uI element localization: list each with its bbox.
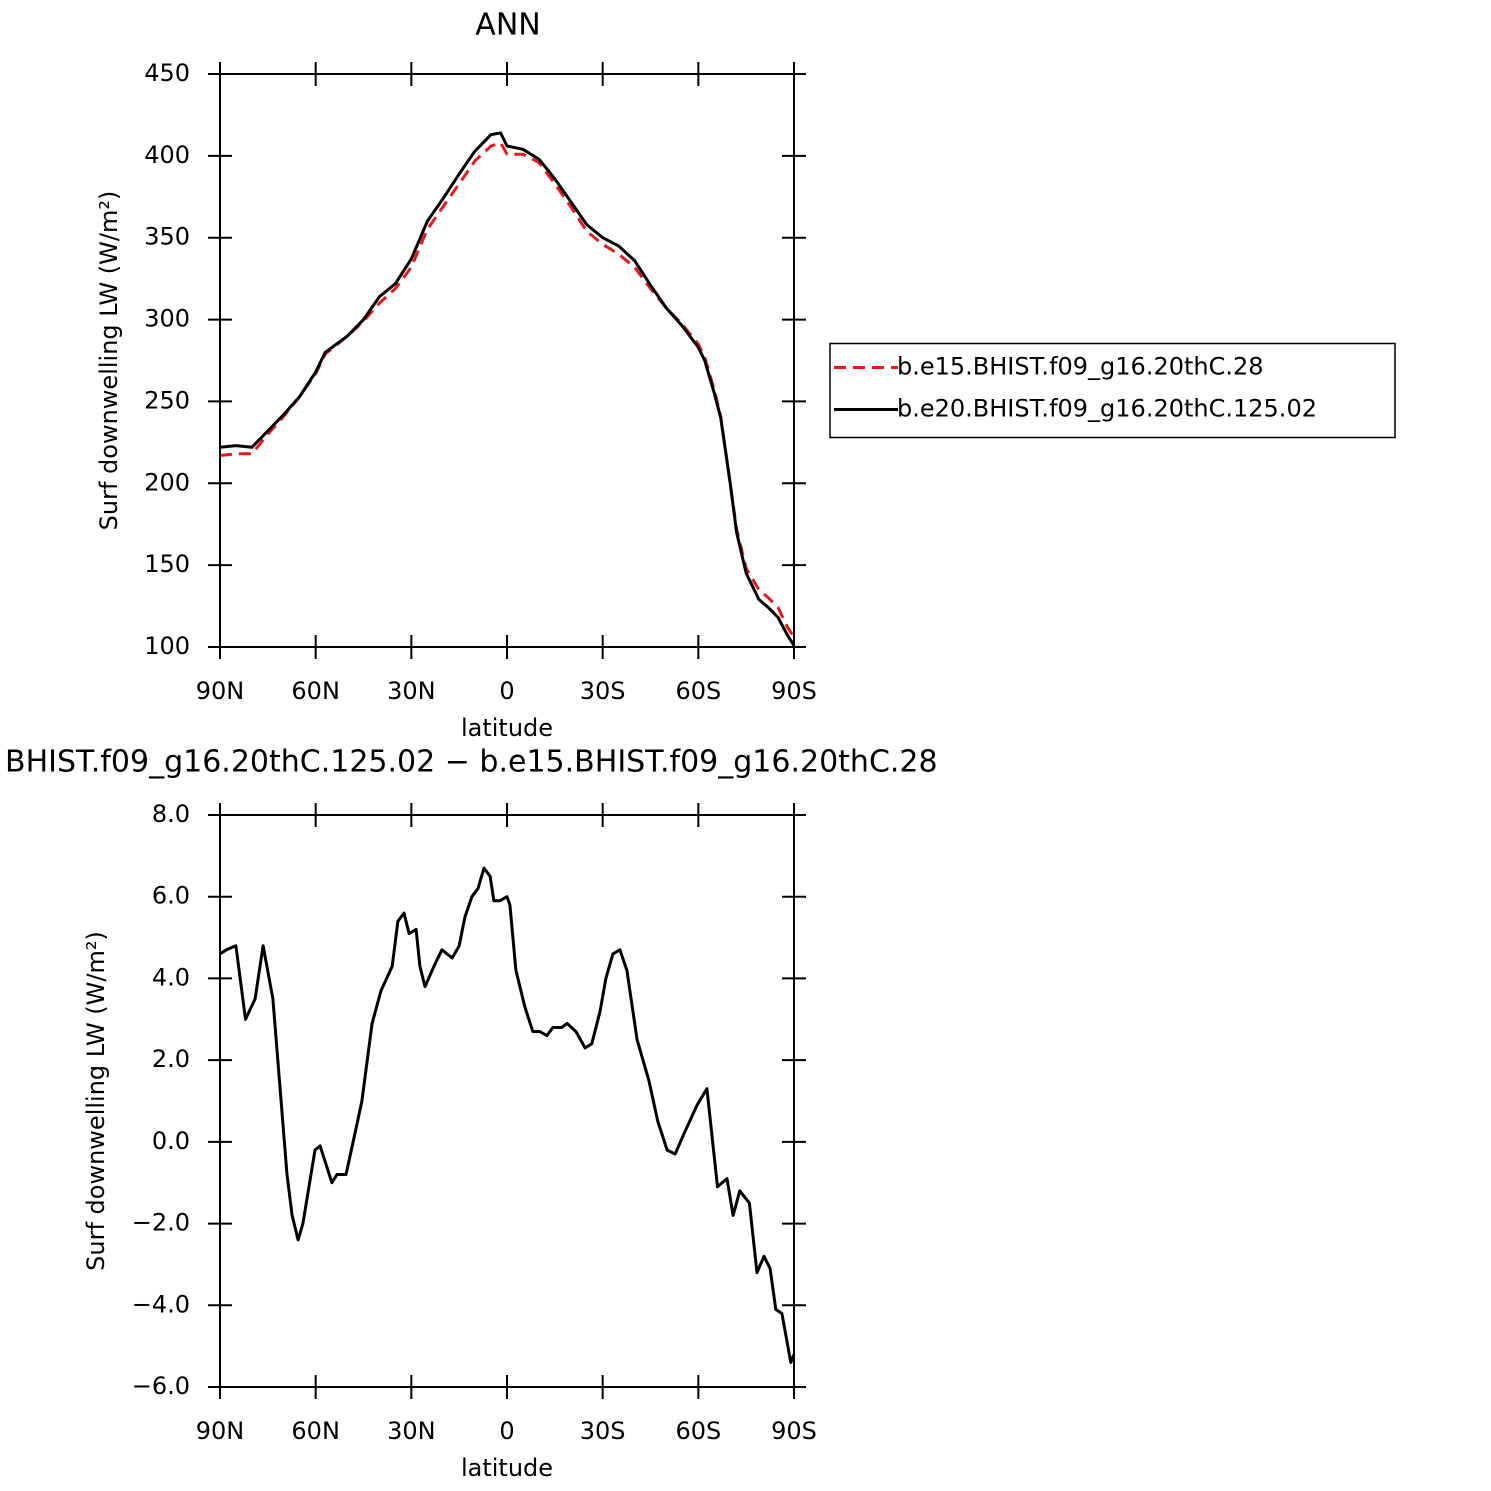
x-tick-label: 0: [499, 1417, 514, 1445]
x-tick-label: 30S: [580, 1417, 626, 1445]
x-tick-label: 0: [499, 677, 514, 705]
chart-title: BHIST.f09_g16.20thC.125.02 − b.e15.BHIST…: [5, 745, 938, 780]
x-tick-label: 30N: [387, 1417, 436, 1445]
y-axis-label: Surf downwelling LW (W/m²): [82, 931, 110, 1271]
x-tick-label: 60S: [675, 677, 721, 705]
data-line: [219, 866, 796, 1364]
y-tick-label: −2.0: [132, 1209, 190, 1237]
x-tick-label: 30S: [580, 677, 626, 705]
plot-frame: [219, 73, 795, 648]
y-tick-label: 150: [144, 550, 190, 578]
chart-title: ANN: [475, 8, 540, 43]
x-axis-label: latitude: [461, 714, 553, 742]
legend-label: b.e15.BHIST.f09_g16.20thC.28: [897, 353, 1264, 381]
y-tick-label: −6.0: [132, 1372, 190, 1400]
x-tick-label: 60N: [291, 1417, 340, 1445]
legend-box: [829, 342, 1396, 439]
y-tick-label: 2.0: [152, 1045, 190, 1073]
x-tick-label: 90S: [771, 677, 817, 705]
y-axis-label: Surf downwelling LW (W/m²): [95, 191, 123, 531]
y-tick-label: −4.0: [132, 1290, 190, 1318]
y-tick-label: 350: [144, 223, 190, 251]
y-tick-label: 250: [144, 386, 190, 414]
x-tick-label: 90N: [196, 1417, 245, 1445]
legend-label: b.e20.BHIST.f09_g16.20thC.125.02: [897, 395, 1317, 423]
data-line: [219, 131, 796, 647]
y-tick-label: 300: [144, 305, 190, 333]
y-tick-label: 0.0: [152, 1127, 190, 1155]
y-tick-label: 200: [144, 468, 190, 496]
x-tick-label: 30N: [387, 677, 436, 705]
y-tick-label: 4.0: [152, 963, 190, 991]
y-tick-label: 100: [144, 632, 190, 660]
x-tick-label: 60N: [291, 677, 340, 705]
x-axis-label: latitude: [461, 1454, 553, 1482]
data-line: [219, 141, 796, 639]
x-tick-label: 90N: [196, 677, 245, 705]
x-tick-label: 60S: [675, 1417, 721, 1445]
y-tick-label: 400: [144, 141, 190, 169]
x-tick-label: 90S: [771, 1417, 817, 1445]
y-tick-label: 6.0: [152, 882, 190, 910]
y-tick-label: 8.0: [152, 800, 190, 828]
plot-frame: [219, 814, 795, 1388]
y-tick-label: 450: [144, 59, 190, 87]
